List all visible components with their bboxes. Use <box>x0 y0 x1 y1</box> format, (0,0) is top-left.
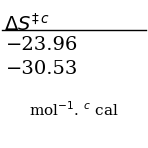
Text: mol$^{-1}$. $^{c}$ cal: mol$^{-1}$. $^{c}$ cal <box>29 100 119 119</box>
Text: $\Delta S^{\ddagger\, c}$: $\Delta S^{\ddagger\, c}$ <box>4 13 49 35</box>
Text: −23.96: −23.96 <box>6 36 78 54</box>
Text: −30.53: −30.53 <box>6 60 78 78</box>
